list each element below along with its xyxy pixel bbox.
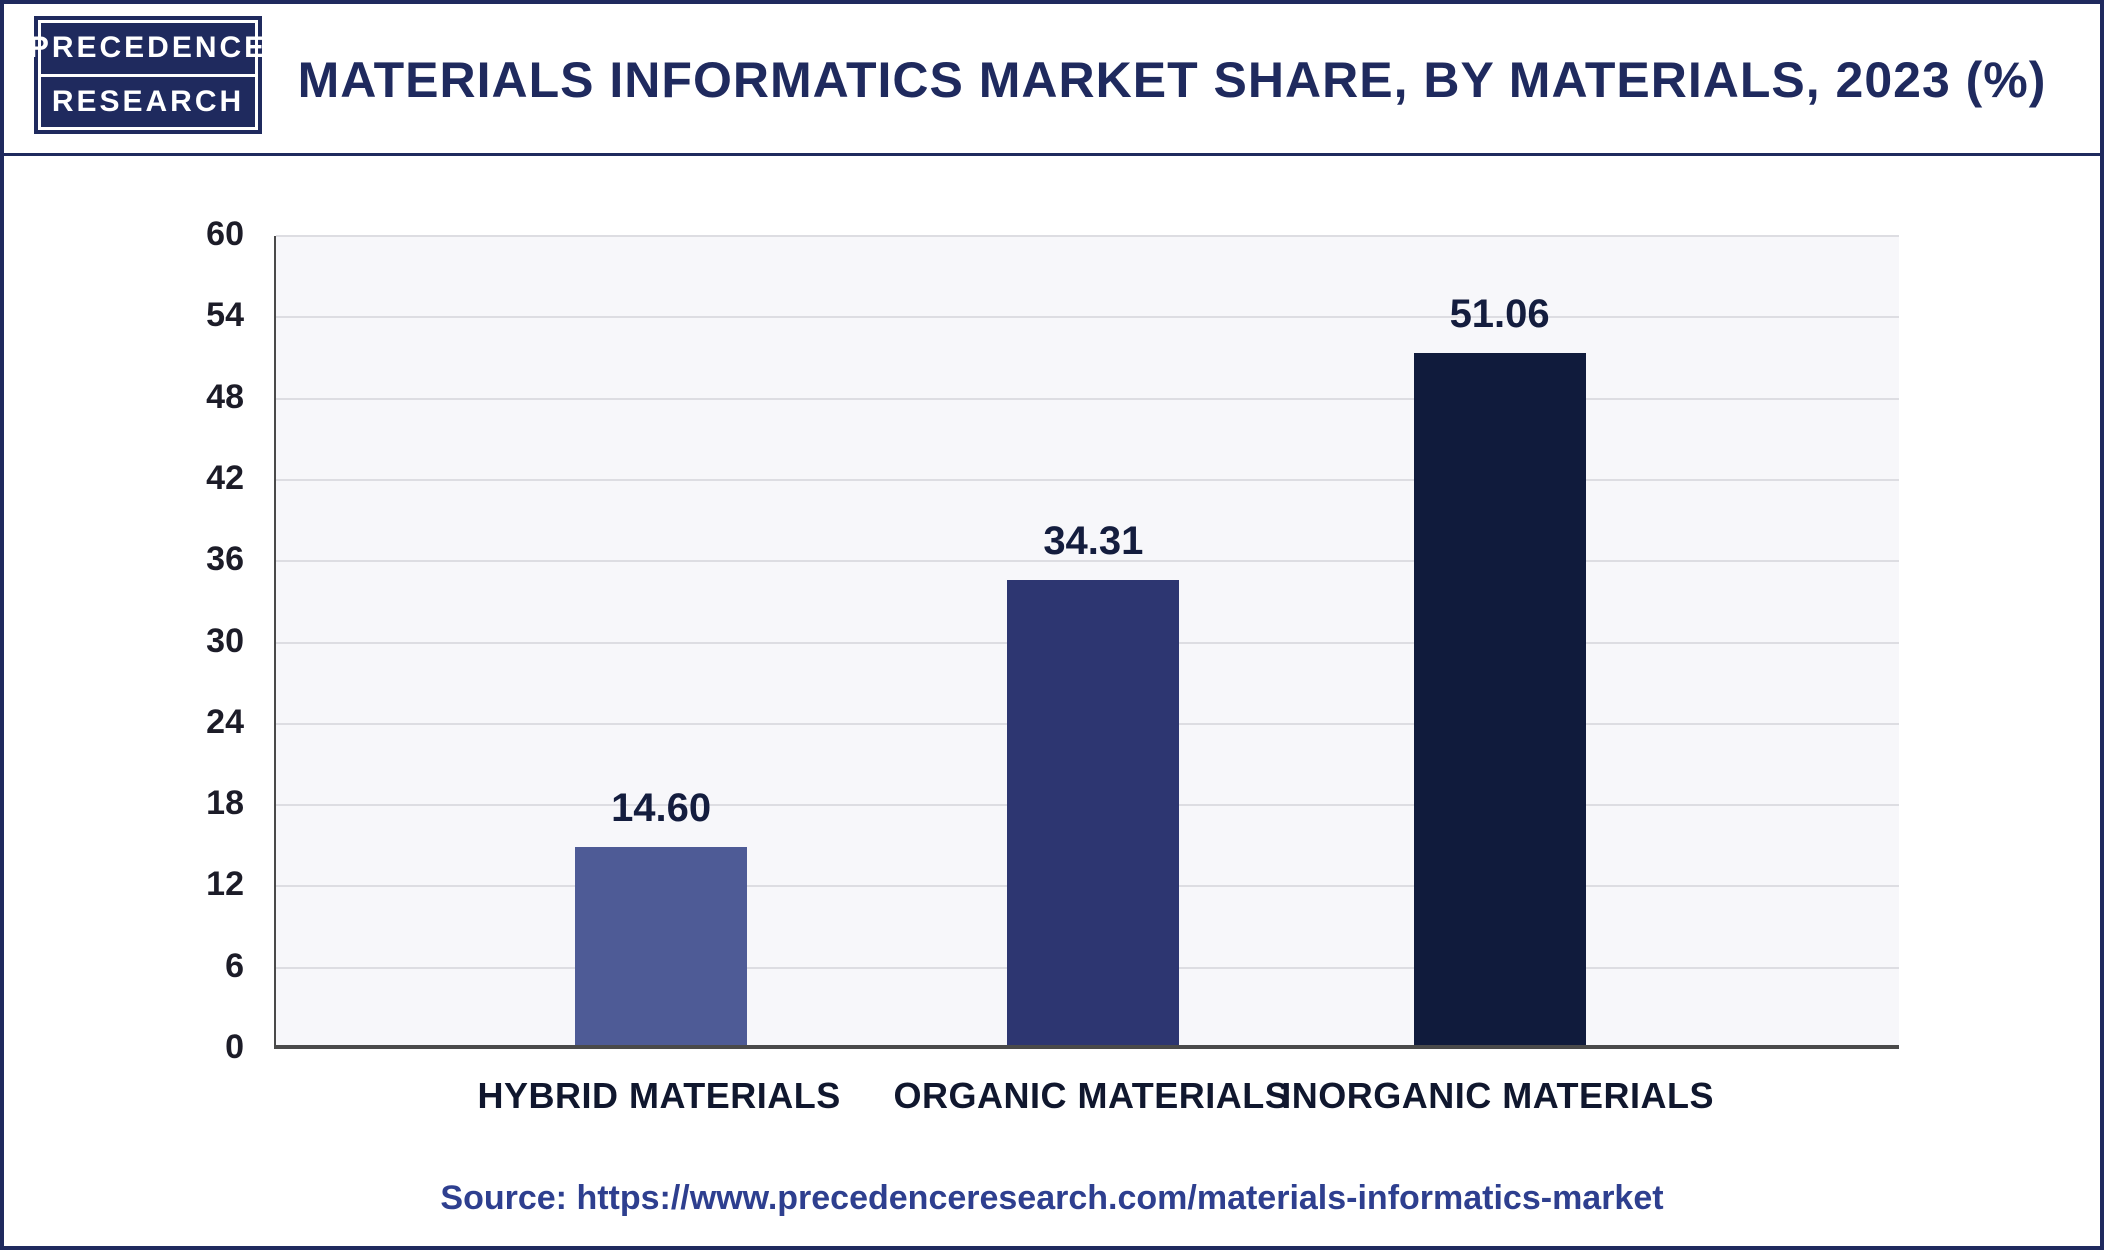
gridline <box>276 235 1899 237</box>
logo-line-precedence: PRECEDENCE <box>29 23 264 74</box>
x-axis-label-hybrid-materials: HYBRID MATERIALS <box>477 1075 841 1116</box>
y-axis-tick-label: 6 <box>225 946 244 985</box>
value-label-inorganic-materials: 51.06 <box>1449 292 1550 337</box>
bar-chart: 14.60 34.31 51.06 0 6 12 18 24 30 36 42 48 54 60 HYBR… <box>4 159 2100 1246</box>
y-axis-tick-label: 24 <box>206 702 244 741</box>
logo-inner: PRECEDENCE RESEARCH <box>29 20 264 130</box>
gridline <box>276 560 1899 563</box>
source-link[interactable]: Source: https://www.precedenceresearch.c… <box>440 1179 1664 1217</box>
logo-line-research: RESEARCH <box>41 76 255 127</box>
y-axis-tick-label: 18 <box>206 784 244 823</box>
y-axis-tick-label: 30 <box>206 621 244 660</box>
header: PRECEDENCE RESEARCH MATERIALS INFORMATIC… <box>4 4 2100 156</box>
y-axis-tick-label: 54 <box>206 296 244 335</box>
gridline <box>276 316 1899 319</box>
x-axis-label-inorganic-materials: INORGANIC MATERIALS <box>1281 1075 1715 1116</box>
bar-hybrid-materials[interactable] <box>575 847 748 1045</box>
gridline <box>276 478 1899 481</box>
x-axis-label-organic-materials: ORGANIC MATERIALS <box>893 1075 1290 1116</box>
bar-inorganic-materials[interactable] <box>1413 353 1586 1045</box>
gridline <box>276 397 1899 400</box>
value-label-organic-materials: 34.31 <box>1043 519 1144 564</box>
page-title: MATERIALS INFORMATICS MARKET SHARE, BY M… <box>297 52 2047 108</box>
precedence-research-logo: PRECEDENCE RESEARCH <box>29 16 264 134</box>
y-axis-tick-label: 60 <box>206 215 244 253</box>
plot-area: 14.60 34.31 51.06 <box>274 235 1899 1049</box>
value-label-hybrid-materials: 14.60 <box>611 786 712 831</box>
y-axis-tick-label: 42 <box>206 458 244 497</box>
y-axis-tick-label: 0 <box>225 1028 244 1066</box>
y-axis-tick-label: 36 <box>206 540 244 579</box>
bar-organic-materials[interactable] <box>1007 580 1180 1045</box>
y-axis-tick-label: 12 <box>206 865 244 904</box>
y-axis-tick-label: 48 <box>206 377 244 416</box>
